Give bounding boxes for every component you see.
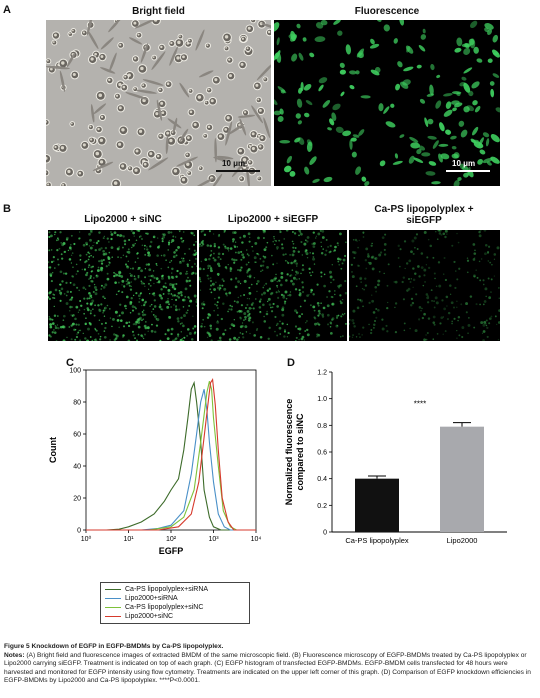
histogram-frame [85, 369, 257, 531]
y-axis-label: Normalized fluorescencecompared to siNC [284, 399, 305, 506]
x-tick-label: 10¹ [123, 536, 134, 543]
legend-item-4: Lipo2000+siNC [105, 612, 245, 621]
bright-field-image: 10 μm [46, 20, 271, 186]
panel-b-title-3: Ca-PS lipopolyplex + siEGFP [374, 204, 474, 226]
y-tick-label: 1.0 [317, 396, 327, 403]
bright-field-title: Bright field [132, 6, 185, 17]
y-tick-label: 0.6 [317, 450, 327, 457]
fluorescence-title: Fluorescence [354, 6, 420, 17]
panel-b-title-2: Lipo2000 + siEGFP [227, 214, 319, 225]
bar-1 [355, 478, 399, 532]
y-axis-label: Count [48, 437, 58, 463]
histogram-series-3 [86, 381, 256, 531]
panel-d-letter: D [287, 357, 295, 369]
caption-notes: Notes: (A) Bright field and fluorescence… [4, 651, 531, 685]
histogram-series-1 [86, 380, 256, 531]
y-tick-label: 20 [73, 496, 81, 503]
scale-bar [446, 170, 490, 172]
egfp-histogram: 0 20 40 60 80 100 10⁰ 10¹ 10² 10³ 10⁴ EGFP Count [48, 368, 262, 557]
panel-a-letter: A [3, 4, 11, 16]
scale-bar-label: 10 μm [222, 159, 246, 168]
knockdown-bar-chart: 0 0.2 0.4 0.6 0.8 1.0 1.2 Ca-PS lipopolyplex Lip… [284, 370, 507, 545]
scale-bar [216, 170, 260, 172]
category-label: Ca-PS lipopolyplex [345, 536, 409, 545]
caption-title: Figure 5 Knockdown of EGFP in EGFP-BMDMs… [4, 643, 224, 650]
y-tick-label: 80 [73, 400, 81, 407]
bar-2 [440, 426, 484, 532]
histogram-series-2 [86, 389, 256, 531]
caps-siegfp-image [349, 230, 500, 341]
y-tick-label: 0 [77, 528, 81, 535]
x-axis-label: EGFP [159, 546, 184, 556]
histogram-series-4 [86, 378, 256, 531]
legend-item-1: Ca-PS lipopolyplex+siRNA [105, 585, 245, 594]
y-tick-label: 0 [323, 530, 327, 537]
y-tick-label: 0.2 [317, 503, 327, 510]
y-tick-label: 40 [73, 464, 81, 471]
legend-item-3: Ca-PS lipopolyplex+siNC [105, 603, 245, 612]
lipo2000-sinc-image [48, 230, 197, 341]
y-tick-label: 0.8 [317, 423, 327, 430]
panel-b-title-1: Lipo2000 + siNC [84, 214, 162, 225]
x-tick-label: 10² [166, 536, 177, 543]
legend-item-2: Lipo2000+siRNA [105, 594, 245, 603]
y-tick-label: 100 [69, 368, 81, 375]
panel-b-letter: B [3, 203, 11, 215]
y-tick-label: 0.4 [317, 476, 327, 483]
y-tick-label: 1.2 [317, 370, 327, 377]
lipo2000-siegfp-image [199, 230, 347, 341]
significance-marker: **** [414, 400, 426, 409]
x-tick-label: 10⁴ [251, 536, 262, 543]
fluorescence-image: 10 μm [274, 20, 500, 186]
panel-c-letter: C [66, 357, 74, 369]
figure-caption: Figure 5 Knockdown of EGFP in EGFP-BMDMs… [4, 643, 536, 686]
histogram-legend: Ca-PS lipopolyplex+siRNA Lipo2000+siRNA … [100, 582, 250, 624]
x-tick-label: 10⁰ [81, 535, 92, 543]
x-tick-label: 10³ [208, 536, 219, 543]
category-label: Lipo2000 [447, 536, 478, 545]
scale-bar-label: 10 μm [452, 159, 476, 168]
y-tick-label: 60 [73, 432, 81, 439]
